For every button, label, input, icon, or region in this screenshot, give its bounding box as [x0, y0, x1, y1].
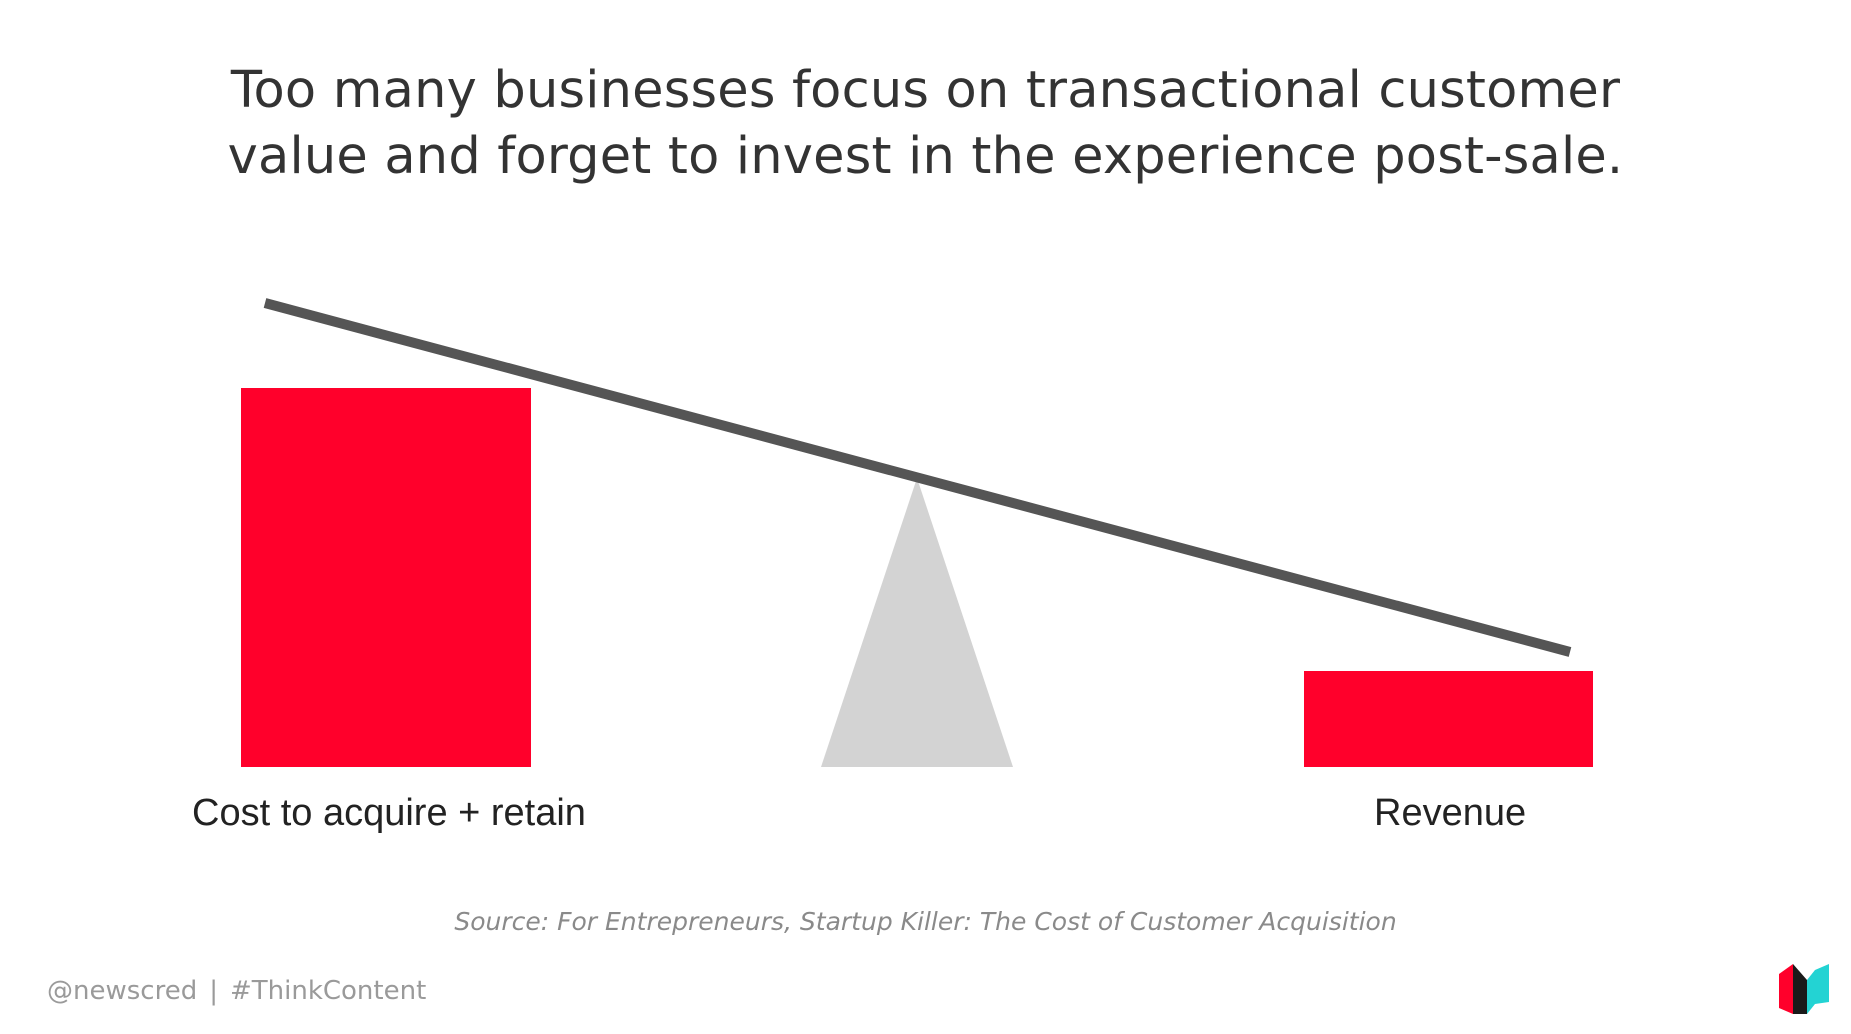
cost-label: Cost to acquire + retain — [192, 792, 586, 834]
hashtag: #ThinkContent — [229, 976, 427, 1006]
fulcrum-triangle — [821, 478, 1013, 767]
footer-separator: | — [209, 976, 218, 1006]
revenue-label: Revenue — [1374, 792, 1527, 834]
title-line-1: Too many businesses focus on transaction… — [230, 61, 1621, 120]
twitter-handle: @newscred — [47, 976, 198, 1006]
revenue-bar — [1304, 671, 1593, 767]
seesaw-beam — [263, 298, 1572, 657]
title-line-2: value and forget to invest in the experi… — [227, 127, 1624, 186]
footer: @newscred | #ThinkContent — [47, 976, 426, 1006]
cost-bar — [241, 388, 531, 767]
source-citation: Source: For Entrepreneurs, Startup Kille… — [454, 907, 1397, 936]
newscred-logo-icon — [1779, 964, 1829, 1014]
slide-title: Too many businesses focus on transaction… — [0, 58, 1851, 190]
